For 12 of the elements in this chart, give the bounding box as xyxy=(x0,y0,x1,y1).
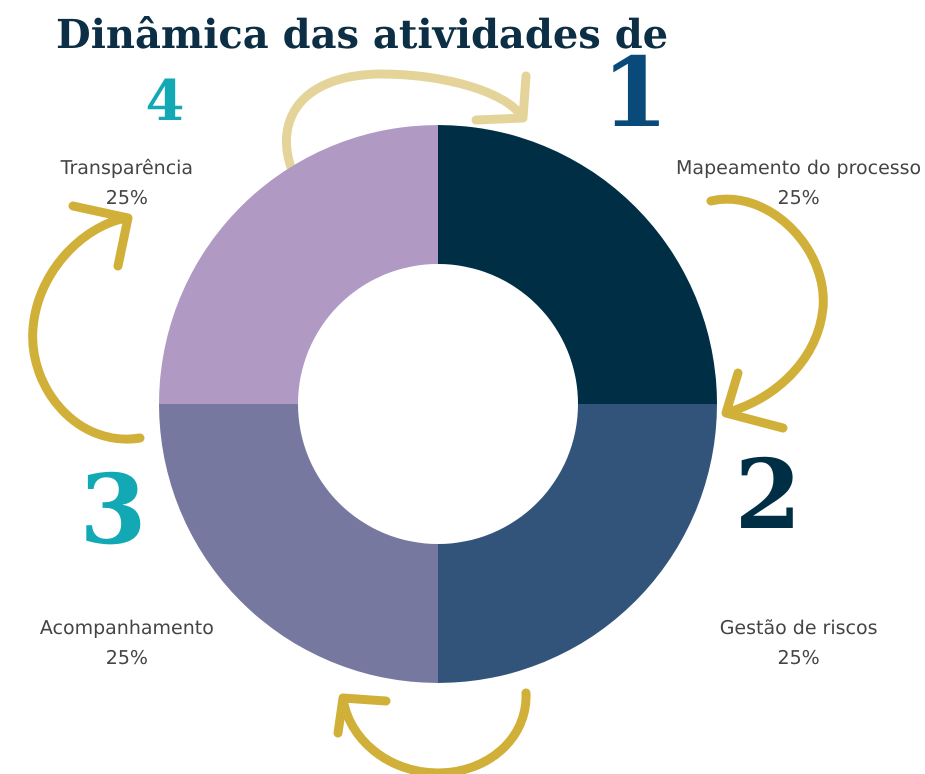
slice-label: Transparência xyxy=(60,157,194,180)
donut-slice xyxy=(438,404,717,683)
text: 3 xyxy=(80,453,146,566)
data-label: 25% xyxy=(778,646,820,669)
text: 4 xyxy=(146,68,184,134)
data-label: 25% xyxy=(778,187,820,210)
slice-label: Mapeamento do processo xyxy=(676,157,922,180)
slice-label: Gestão de riscos xyxy=(720,616,878,639)
data-label: 25% xyxy=(106,646,148,669)
slice-label: Acompanhamento xyxy=(40,616,214,639)
text: 2 xyxy=(734,438,802,551)
data-label: 25% xyxy=(106,187,148,210)
